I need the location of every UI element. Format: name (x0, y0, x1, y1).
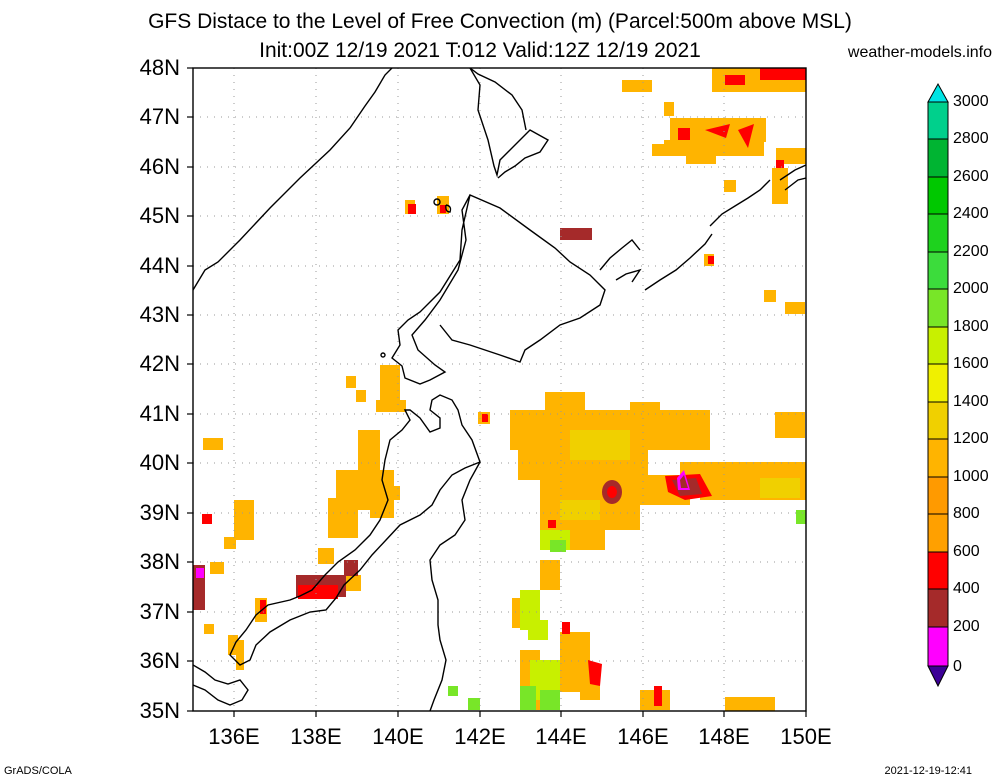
colorbar-label: 400 (953, 580, 980, 597)
plot-frame (192, 67, 807, 712)
axis-ticks (187, 67, 807, 717)
colorbar-label: 800 (953, 505, 980, 522)
lon-label: 136E (208, 724, 260, 749)
colorbar-label: 3000 (953, 93, 989, 110)
lat-label: 45N (139, 203, 180, 228)
colorbar-label: 2600 (953, 168, 989, 185)
colorbar-label: 600 (953, 543, 980, 560)
lon-label: 150E (780, 724, 832, 749)
colorbar-label: 1200 (953, 430, 989, 447)
lat-label: 41N (139, 401, 180, 426)
source-label: weather-models.info (847, 44, 992, 61)
lat-label: 47N (139, 104, 180, 129)
chart-title: GFS Distace to the Level of Free Convect… (148, 10, 852, 33)
lon-label: 142E (454, 724, 506, 749)
colorbar-label: 2200 (953, 243, 989, 260)
lon-label: 140E (372, 724, 424, 749)
lat-label: 43N (139, 302, 180, 327)
lon-label: 138E (290, 724, 342, 749)
lat-label: 44N (139, 253, 180, 278)
lat-label: 37N (139, 599, 180, 624)
footer-software: GrADS/COLA (4, 765, 72, 777)
colorbar-label: 1800 (953, 318, 989, 335)
colorbar-label: 1400 (953, 393, 989, 410)
lat-label: 48N (139, 55, 180, 80)
colorbar-label: 2400 (953, 205, 989, 222)
lat-label: 39N (139, 500, 180, 525)
lat-label: 40N (139, 450, 180, 475)
chart-subtitle: Init:00Z 12/19 2021 T:012 Valid:12Z 12/1… (259, 39, 701, 62)
lat-label: 42N (139, 351, 180, 376)
colorbar-label: 1600 (953, 355, 989, 372)
footer-timestamp: 2021-12-19-12:41 (884, 765, 972, 777)
colorbar-label: 2800 (953, 130, 989, 147)
colorbar-label: 0 (953, 658, 962, 675)
lon-label: 146E (617, 724, 669, 749)
lon-label: 144E (535, 724, 587, 749)
colorbar-label: 200 (953, 618, 980, 635)
colorbar-label: 2000 (953, 280, 989, 297)
lat-label: 36N (139, 648, 180, 673)
lat-label: 35N (139, 698, 180, 723)
coastline (193, 68, 806, 711)
lat-label: 38N (139, 549, 180, 574)
colorbar-label: 1000 (953, 468, 989, 485)
lon-label: 148E (698, 724, 750, 749)
colorbar (927, 82, 949, 688)
lat-label: 46N (139, 154, 180, 179)
